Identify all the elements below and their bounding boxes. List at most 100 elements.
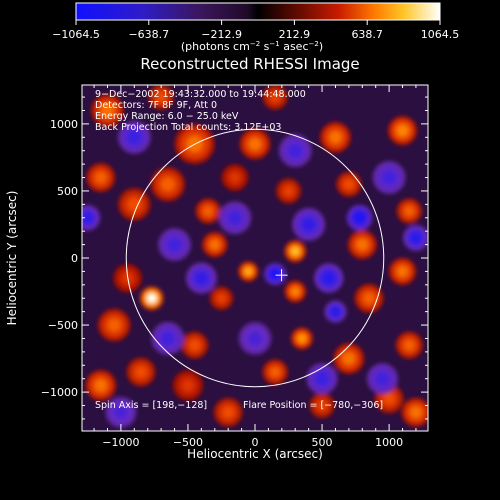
blob-core <box>195 271 208 285</box>
blob-core <box>209 239 220 250</box>
blob-core <box>342 352 356 365</box>
image-blob <box>209 286 234 311</box>
image-blob <box>346 205 373 231</box>
blob-core <box>155 91 167 103</box>
colorbar-tick-label: −638.7 <box>128 28 169 41</box>
y-tick-label: 1000 <box>50 118 78 131</box>
blob-core <box>410 232 422 244</box>
spin-axis-crosshair <box>275 269 288 282</box>
image-blob <box>262 359 288 385</box>
solar-limb-circle <box>125 128 385 388</box>
y-tick-label: −1000 <box>41 386 78 399</box>
blob-core <box>382 170 396 185</box>
blob-core <box>189 339 201 351</box>
image-blobs <box>82 85 428 428</box>
image-blob <box>306 363 338 395</box>
image-blob <box>388 257 417 285</box>
image-blob <box>320 121 351 153</box>
blob-core <box>94 379 108 392</box>
blob-core <box>146 293 157 304</box>
image-blob <box>151 322 185 355</box>
image-blob <box>85 370 117 401</box>
image-blob <box>91 94 124 127</box>
image-blob <box>275 178 302 204</box>
image-blob <box>292 208 325 241</box>
blob-core <box>127 197 141 211</box>
y-tick-label: −500 <box>48 319 78 332</box>
x-tick-label: −500 <box>173 436 203 449</box>
blob-core <box>269 91 281 103</box>
blob-core <box>160 177 175 192</box>
image-blob <box>218 201 252 235</box>
image-blob <box>347 230 377 260</box>
blob-core <box>356 238 369 251</box>
blob-core <box>135 366 147 378</box>
image-blob <box>158 228 191 261</box>
image-blob <box>278 134 312 168</box>
blob-core <box>396 124 409 137</box>
x-tick-label: 1000 <box>375 436 403 449</box>
blob-core <box>290 287 300 296</box>
image-blob <box>118 121 151 154</box>
image-blob <box>202 231 228 258</box>
image-blob <box>336 171 362 197</box>
image-blob <box>314 263 344 293</box>
blob-core <box>376 372 389 385</box>
colorbar-tick-label: −212.9 <box>201 28 242 41</box>
x-tick-label: 500 <box>312 436 333 449</box>
image-blob <box>105 396 137 428</box>
blob-core <box>161 331 175 346</box>
image-blob <box>309 392 335 419</box>
blob-core <box>403 339 415 351</box>
image-blob <box>333 343 365 374</box>
blob-core <box>288 144 302 158</box>
blob-core <box>404 205 415 217</box>
image-blob <box>264 263 286 285</box>
chart-title: Reconstructed RHESSI Image <box>140 55 359 73</box>
image-blob <box>82 205 101 231</box>
blob-core <box>202 205 214 217</box>
image-blob <box>239 128 271 160</box>
image-blob <box>372 161 406 194</box>
colorbar <box>75 2 441 21</box>
image-blob <box>181 331 209 359</box>
annotation-method: Back Projection Total counts: 3.12E+03 <box>95 122 281 133</box>
image-blob <box>284 280 307 303</box>
axis-ticks: −1000 −500 0 500 1000 −1000 −500 0 500 1000 <box>41 85 428 449</box>
x-axis-label: Heliocentric X (arcsec) <box>187 447 323 461</box>
y-tick-label: 0 <box>71 252 78 265</box>
image-blob <box>86 163 116 193</box>
blob-core <box>343 179 355 190</box>
blob-core <box>283 185 294 197</box>
image-blob <box>324 300 347 323</box>
y-tick-label: 500 <box>57 185 78 198</box>
annotation-flare-position: Flare Position = [−780,−306] <box>243 400 383 411</box>
blob-core <box>297 334 307 343</box>
colorbar-tick-label: 638.7 <box>351 28 383 41</box>
image-blob <box>401 397 428 427</box>
annotation-detectors: Detectors: 7F 8F 9F, Att 0 <box>95 100 217 111</box>
x-tick-label: −1000 <box>102 436 139 449</box>
blob-core <box>354 212 365 223</box>
image-blob <box>354 283 384 313</box>
image-blob <box>185 262 217 294</box>
blob-core <box>127 130 141 144</box>
blob-core <box>167 237 182 252</box>
blob-core <box>270 269 280 279</box>
blob-core <box>181 379 195 392</box>
blob-core <box>410 406 422 419</box>
image-blob <box>367 363 398 395</box>
image-blob <box>195 198 221 224</box>
blob-core <box>244 267 253 276</box>
blob-core <box>302 217 316 232</box>
colorbar-tick-label: 1064.5 <box>421 28 460 41</box>
image-blob <box>213 397 243 427</box>
x-tick-label: 0 <box>252 436 259 449</box>
blob-core <box>322 272 335 285</box>
blob-core <box>290 246 300 256</box>
annotation-energy: Energy Range: 6.0 − 25.0 keV <box>95 111 239 122</box>
blob-core <box>329 131 342 144</box>
blob-core <box>396 265 409 277</box>
image-blob <box>221 163 249 192</box>
colorbar-units: (photons cm−2 s−1 asec−2) <box>181 40 323 53</box>
